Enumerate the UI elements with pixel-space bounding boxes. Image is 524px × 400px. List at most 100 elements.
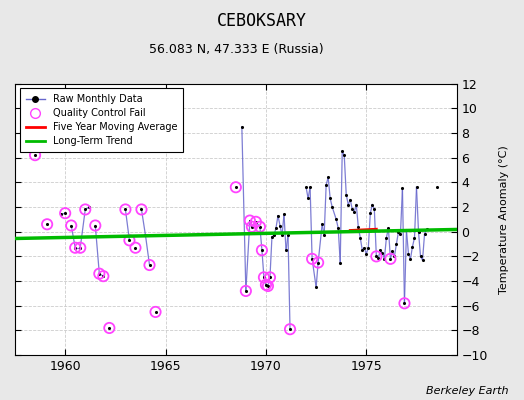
Point [256, 224, 264, 230]
Point [380, 256, 389, 262]
Point [260, 274, 268, 280]
Point [57, 211, 66, 218]
Point [125, 237, 134, 244]
Point [252, 219, 260, 225]
Point [31, 152, 39, 158]
Point [370, 206, 378, 213]
Point [338, 148, 346, 155]
Point [348, 206, 356, 213]
Point [137, 206, 146, 213]
Point [364, 244, 373, 251]
Point [402, 227, 411, 234]
Point [266, 274, 274, 280]
Point [312, 284, 320, 290]
Point [346, 196, 354, 203]
Point [356, 235, 365, 241]
Point [432, 184, 441, 190]
Point [99, 273, 107, 279]
Point [308, 256, 316, 262]
Point [320, 232, 329, 238]
Point [408, 243, 417, 250]
Point [145, 262, 154, 268]
Point [282, 247, 290, 254]
Point [262, 282, 270, 288]
Point [324, 174, 332, 180]
Point [417, 253, 425, 260]
Point [246, 217, 254, 224]
Point [242, 288, 250, 294]
Point [420, 231, 429, 237]
Point [332, 216, 341, 222]
Point [151, 309, 160, 315]
Point [276, 222, 284, 229]
Point [67, 222, 75, 229]
Point [354, 224, 363, 230]
Point [306, 184, 314, 190]
Point [414, 228, 423, 235]
Point [400, 300, 409, 306]
Point [43, 221, 51, 228]
Point [344, 201, 353, 208]
Point [388, 248, 397, 255]
Point [304, 195, 312, 202]
Point [248, 224, 256, 230]
Point [91, 222, 100, 229]
Point [314, 259, 322, 266]
Point [232, 184, 240, 190]
Point [99, 273, 107, 279]
Point [252, 219, 260, 225]
Point [105, 325, 114, 331]
Point [145, 262, 154, 268]
Point [260, 274, 268, 280]
Point [61, 210, 69, 216]
Point [141, 232, 150, 238]
Point [340, 152, 348, 158]
Point [131, 244, 139, 251]
Point [410, 235, 419, 241]
Point [308, 256, 316, 262]
Point [386, 256, 395, 262]
Point [326, 195, 334, 202]
Point [131, 244, 139, 251]
Point [378, 250, 387, 256]
Point [382, 235, 390, 241]
Point [258, 247, 266, 254]
Point [81, 206, 90, 213]
Point [270, 232, 278, 238]
Point [61, 210, 69, 216]
Point [95, 270, 104, 277]
Point [362, 251, 370, 257]
Point [390, 253, 399, 260]
Point [71, 244, 80, 251]
Point [286, 326, 294, 332]
Point [121, 206, 129, 213]
Point [374, 254, 383, 261]
Point [121, 206, 129, 213]
Point [274, 212, 282, 219]
Point [302, 184, 310, 190]
Point [336, 259, 344, 266]
Point [242, 288, 250, 294]
Point [246, 217, 254, 224]
Point [406, 256, 414, 262]
Point [328, 204, 336, 210]
Point [405, 251, 413, 257]
Point [105, 325, 114, 331]
Point [376, 247, 385, 254]
Point [238, 124, 246, 130]
Point [314, 259, 322, 266]
Point [334, 225, 342, 231]
Point [262, 282, 270, 288]
Point [43, 221, 51, 228]
Text: Berkeley Earth: Berkeley Earth [426, 386, 508, 396]
Point [422, 226, 431, 232]
Point [394, 228, 402, 235]
Point [392, 241, 401, 247]
Title: 56.083 N, 47.333 E (Russia): 56.083 N, 47.333 E (Russia) [148, 43, 323, 56]
Point [151, 309, 160, 315]
Point [264, 283, 272, 289]
Point [280, 211, 288, 218]
Point [418, 257, 427, 263]
Point [398, 185, 407, 192]
Point [266, 274, 274, 280]
